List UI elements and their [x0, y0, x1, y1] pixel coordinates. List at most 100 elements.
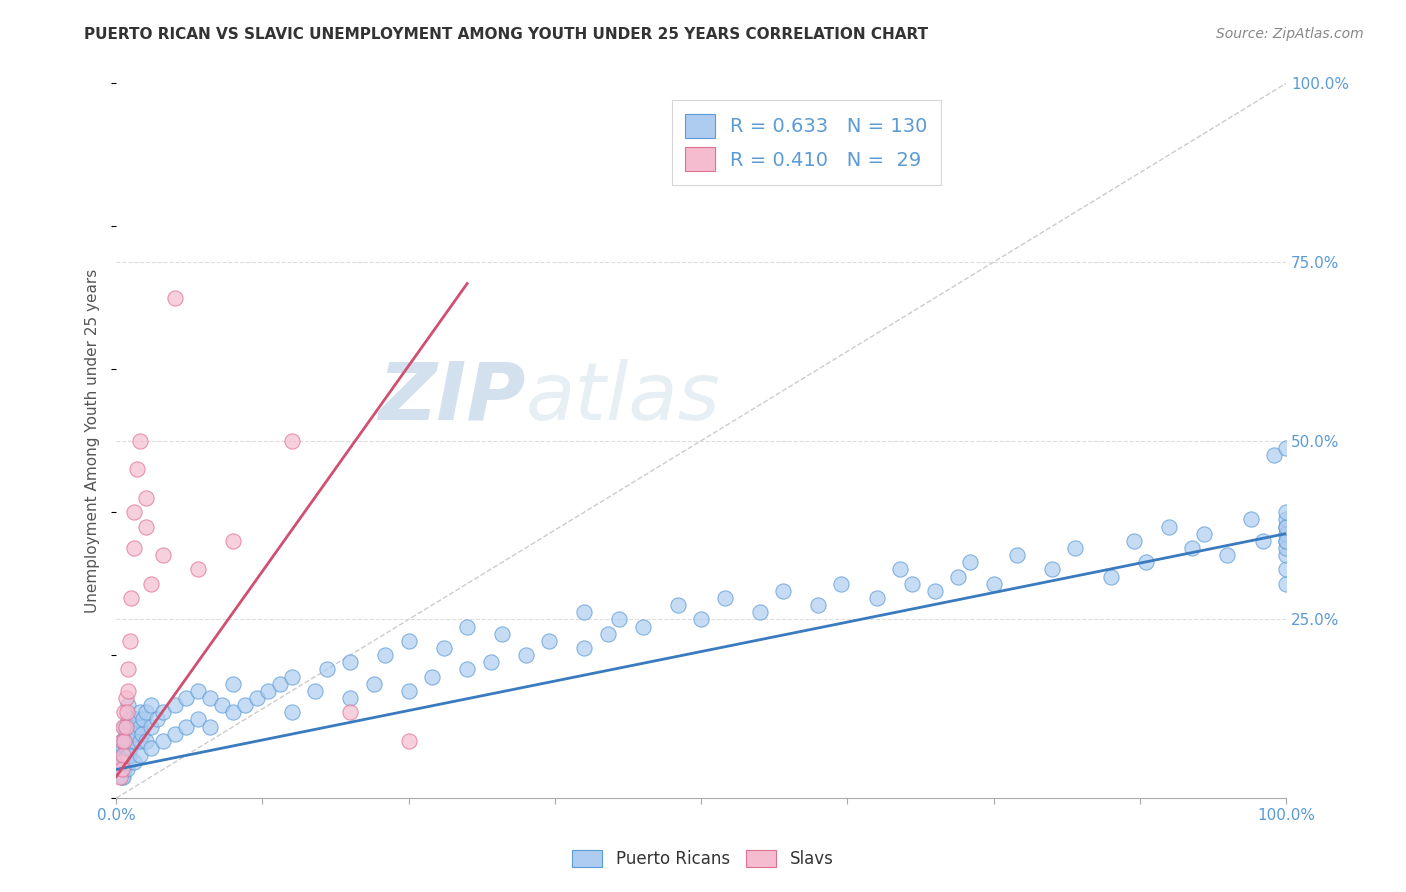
Point: [1275, 519, 1298, 533]
Point: [1263, 448, 1285, 462]
Point: [117, 748, 139, 763]
Point: [115, 706, 138, 720]
Point: [572, 640, 595, 655]
Point: [111, 763, 134, 777]
Text: Source: ZipAtlas.com: Source: ZipAtlas.com: [1216, 27, 1364, 41]
Legend: R = 0.633   N = 130, R = 0.410   N =  29: R = 0.633 N = 130, R = 0.410 N = 29: [672, 100, 941, 185]
Point: [363, 677, 385, 691]
Y-axis label: Unemployment Among Youth under 25 years: Unemployment Among Youth under 25 years: [86, 268, 100, 613]
Point: [1275, 512, 1298, 526]
Point: [111, 734, 134, 748]
Point: [211, 698, 233, 713]
Point: [983, 576, 1005, 591]
Legend: Puerto Ricans, Slavs: Puerto Ricans, Slavs: [565, 843, 841, 875]
Point: [114, 691, 136, 706]
Point: [134, 491, 156, 505]
Point: [222, 706, 245, 720]
Point: [115, 720, 138, 734]
Point: [865, 591, 887, 605]
Point: [187, 713, 209, 727]
Point: [127, 462, 149, 476]
Point: [114, 756, 136, 770]
Point: [120, 741, 142, 756]
Point: [117, 727, 139, 741]
Point: [1064, 541, 1087, 555]
Point: [1275, 533, 1298, 548]
Point: [339, 706, 361, 720]
Point: [339, 691, 361, 706]
Point: [114, 763, 136, 777]
Point: [121, 734, 143, 748]
Point: [280, 434, 302, 448]
Point: [163, 698, 186, 713]
Point: [152, 548, 174, 562]
Point: [1275, 441, 1298, 455]
Point: [1216, 548, 1239, 562]
Point: [146, 713, 169, 727]
Point: [1275, 533, 1298, 548]
Point: [152, 734, 174, 748]
Point: [1275, 519, 1298, 533]
Point: [491, 626, 513, 640]
Point: [222, 677, 245, 691]
Point: [830, 576, 852, 591]
Point: [114, 741, 136, 756]
Point: [538, 633, 561, 648]
Point: [1240, 512, 1263, 526]
Point: [132, 713, 155, 727]
Point: [176, 720, 198, 734]
Point: [127, 713, 149, 727]
Point: [959, 555, 981, 569]
Point: [304, 684, 326, 698]
Point: [1122, 533, 1144, 548]
Point: [128, 706, 150, 720]
Text: PUERTO RICAN VS SLAVIC UNEMPLOYMENT AMONG YOUTH UNDER 25 YEARS CORRELATION CHART: PUERTO RICAN VS SLAVIC UNEMPLOYMENT AMON…: [84, 27, 928, 42]
Point: [114, 720, 136, 734]
Point: [112, 748, 135, 763]
Point: [114, 727, 136, 741]
Text: atlas: atlas: [526, 359, 720, 437]
Point: [122, 713, 145, 727]
Point: [122, 505, 145, 519]
Point: [515, 648, 537, 662]
Point: [122, 734, 145, 748]
Point: [772, 583, 794, 598]
Point: [690, 612, 713, 626]
Point: [631, 619, 654, 633]
Point: [900, 576, 922, 591]
Point: [398, 684, 420, 698]
Point: [1275, 576, 1298, 591]
Point: [134, 519, 156, 533]
Point: [198, 691, 221, 706]
Point: [115, 734, 138, 748]
Point: [807, 598, 830, 612]
Point: [141, 720, 163, 734]
Point: [374, 648, 396, 662]
Point: [233, 698, 256, 713]
Point: [948, 569, 970, 583]
Point: [572, 605, 595, 619]
Point: [125, 727, 148, 741]
Point: [456, 619, 478, 633]
Point: [114, 748, 136, 763]
Point: [114, 734, 136, 748]
Point: [339, 655, 361, 669]
Text: ZIP: ZIP: [378, 359, 526, 437]
Point: [1192, 526, 1215, 541]
Point: [187, 684, 209, 698]
Point: [398, 734, 420, 748]
Point: [112, 720, 135, 734]
Point: [131, 727, 153, 741]
Point: [117, 713, 139, 727]
Point: [111, 748, 134, 763]
Point: [748, 605, 770, 619]
Point: [108, 770, 131, 784]
Point: [280, 706, 302, 720]
Point: [163, 291, 186, 305]
Point: [117, 698, 139, 713]
Point: [112, 756, 135, 770]
Point: [134, 734, 156, 748]
Point: [128, 748, 150, 763]
Point: [433, 640, 456, 655]
Point: [117, 741, 139, 756]
